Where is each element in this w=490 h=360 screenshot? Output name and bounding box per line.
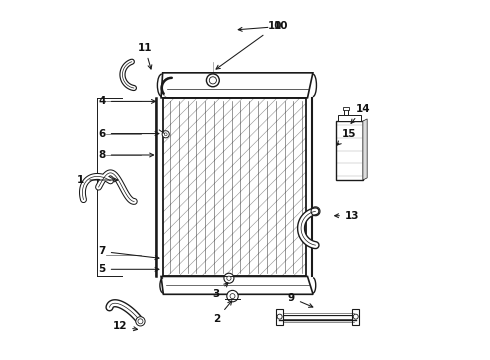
Text: 10: 10 bbox=[238, 21, 288, 31]
Circle shape bbox=[162, 131, 169, 138]
Circle shape bbox=[277, 314, 282, 319]
Text: 5: 5 bbox=[98, 264, 159, 274]
Polygon shape bbox=[279, 316, 359, 320]
Circle shape bbox=[138, 319, 143, 324]
Polygon shape bbox=[363, 119, 367, 180]
Polygon shape bbox=[161, 276, 313, 294]
Text: 14: 14 bbox=[351, 104, 370, 123]
Bar bbox=[343, 108, 349, 111]
Text: 11: 11 bbox=[138, 43, 152, 69]
Bar bbox=[352, 309, 359, 325]
Bar bbox=[336, 121, 363, 180]
Text: 15: 15 bbox=[337, 129, 356, 145]
Circle shape bbox=[209, 77, 217, 84]
Text: 4: 4 bbox=[98, 96, 155, 107]
Text: 8: 8 bbox=[98, 150, 153, 160]
Bar bbox=[338, 114, 361, 121]
Bar bbox=[344, 108, 348, 114]
Text: 6: 6 bbox=[98, 129, 159, 139]
Circle shape bbox=[353, 314, 358, 319]
Circle shape bbox=[230, 294, 235, 298]
Bar bbox=[163, 98, 306, 276]
Circle shape bbox=[136, 317, 145, 326]
Text: 3: 3 bbox=[213, 283, 228, 299]
Text: 2: 2 bbox=[213, 301, 232, 324]
Text: 10: 10 bbox=[216, 21, 283, 69]
Circle shape bbox=[227, 291, 238, 302]
Bar bbox=[276, 309, 283, 325]
Text: 7: 7 bbox=[98, 247, 159, 260]
Text: 9: 9 bbox=[288, 293, 313, 307]
Circle shape bbox=[224, 273, 234, 283]
Polygon shape bbox=[161, 73, 313, 98]
Text: 12: 12 bbox=[113, 321, 138, 332]
Circle shape bbox=[227, 276, 231, 280]
Circle shape bbox=[164, 133, 167, 136]
Circle shape bbox=[206, 74, 220, 87]
Text: 1: 1 bbox=[77, 175, 118, 185]
Text: 13: 13 bbox=[335, 211, 360, 221]
